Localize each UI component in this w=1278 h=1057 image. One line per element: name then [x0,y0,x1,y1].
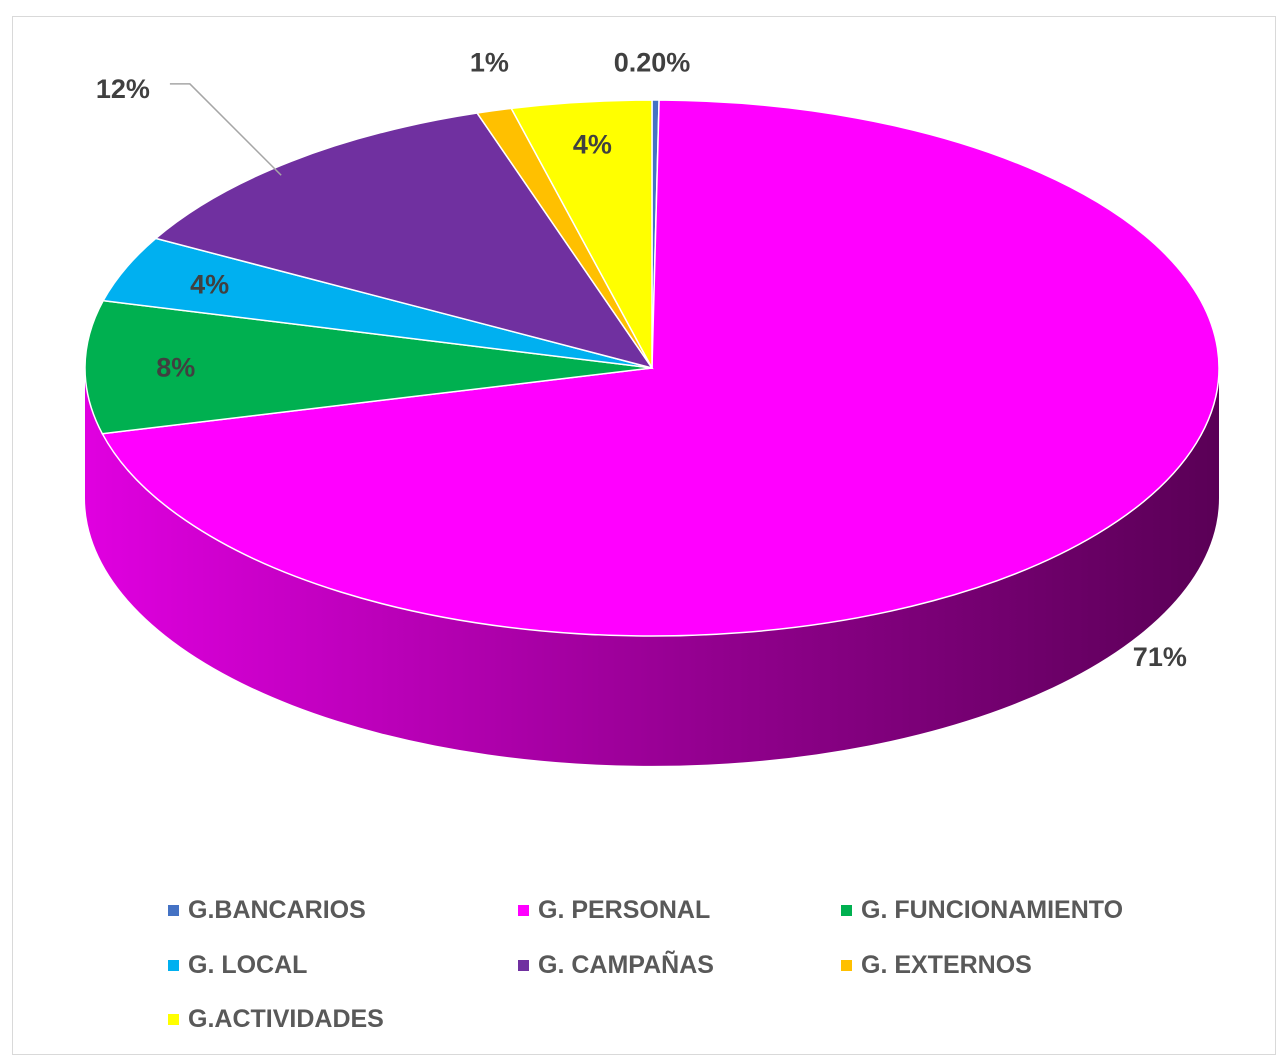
leader-line [169,83,282,176]
legend-swatch [518,960,529,971]
legend-swatch [168,1014,179,1025]
data-label: 4% [190,270,229,300]
legend-swatch [168,960,179,971]
legend-label: G.BANCARIOS [188,896,366,924]
legend-swatch [168,905,179,916]
legend-label: G. EXTERNOS [861,951,1032,979]
slice-g-personal [101,99,1220,637]
legend-item: G. PERSONAL [518,896,710,925]
data-label: 12% [96,74,150,104]
slice-g-funcionamiento [84,299,653,435]
pie-side-wall [85,368,1219,766]
legend-item: G. LOCAL [168,951,307,980]
data-label: 8% [156,352,195,382]
legend-label: G. FUNCIONAMIENTO [861,896,1124,924]
side-wall-g-personal [85,368,1219,766]
data-label: 1% [470,47,509,77]
legend-item: G.ACTIVIDADES [168,1005,384,1034]
slice-g-campañas [154,112,654,370]
legend-label: G.ACTIVIDADES [188,1005,384,1033]
legend-swatch [841,905,852,916]
legend-label: G. LOCAL [188,951,308,979]
legend-item: G. CAMPAÑAS [518,951,714,980]
data-label: 71% [1133,642,1187,672]
legend-swatch [841,960,852,971]
legend-swatch [518,905,529,916]
legend-item: G.BANCARIOS [168,896,366,925]
data-label: 4% [573,130,612,160]
legend-item: G. EXTERNOS [841,951,1032,980]
data-label: 0.20% [614,47,691,77]
data-labels: 0.20% 71% 8% 4% 12% 1% 4% [96,47,1187,672]
slice-g-actividades [510,99,653,369]
legend-item: G. FUNCIONAMIENTO [841,896,1123,925]
legend-label: G. PERSONAL [538,896,711,924]
legend-label: G. CAMPAÑAS [538,951,714,979]
pie-top-face [84,99,1220,637]
